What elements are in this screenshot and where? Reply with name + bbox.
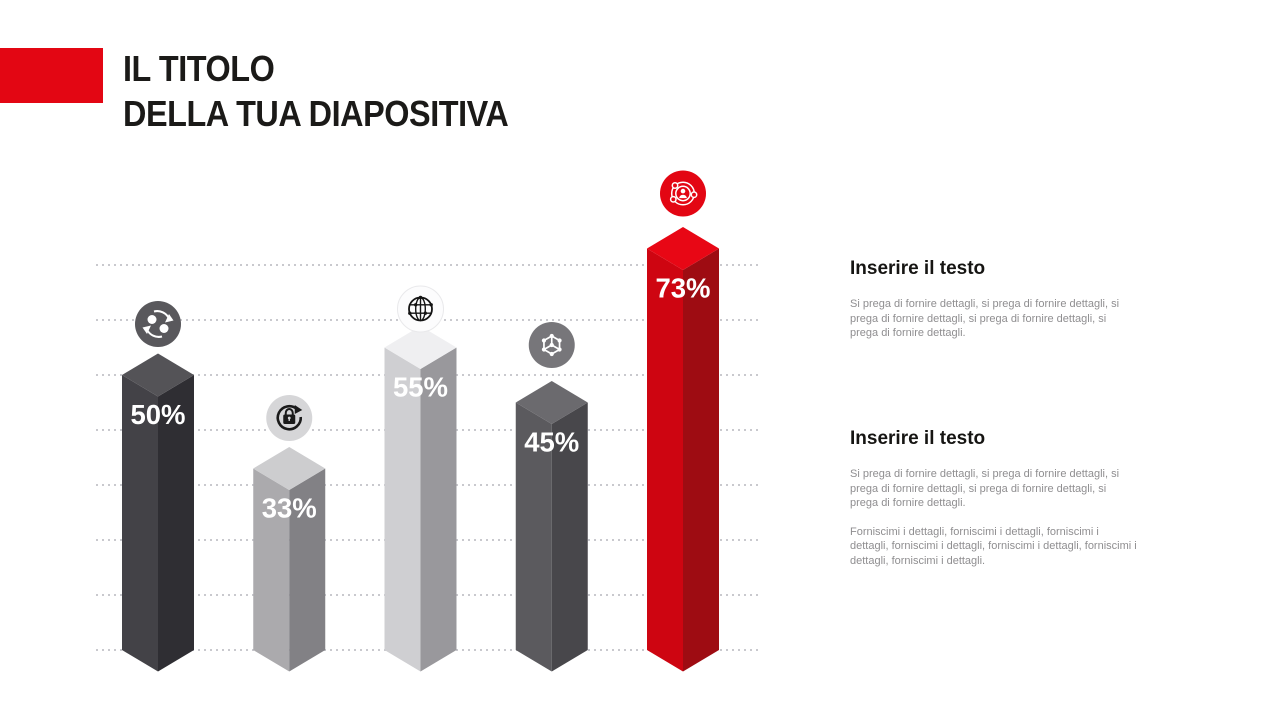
slide-title-line1: IL TITOLO <box>123 48 275 89</box>
user-network-icon <box>660 170 706 217</box>
network-nodes-icon <box>528 322 575 368</box>
conversation-sync-icon <box>135 301 181 347</box>
text-block-heading: Inserire il testo <box>850 428 986 449</box>
bar-column-45: 45% <box>515 381 588 672</box>
bar-column-73: 73% <box>647 227 719 672</box>
bar-value-label: 73% <box>655 273 710 304</box>
bar-value-label: 50% <box>130 399 185 430</box>
rotation-lock-icon <box>266 395 313 441</box>
bar-value-label: 55% <box>393 372 448 403</box>
slide-title-line2: DELLA TUA DIAPOSITIVA <box>123 93 509 134</box>
accent-red-block <box>0 48 103 103</box>
text-block-paragraph: Forniscimi i dettagli, forniscimi i dett… <box>850 525 1137 567</box>
bar-column-55: 55% <box>384 326 457 672</box>
slide-title: IL TITOLO DELLA TUA DIAPOSITIVA <box>123 46 509 136</box>
text-block-paragraph: Si prega di fornire dettagli, si prega d… <box>850 298 1120 339</box>
bar-value-label: 33% <box>262 493 317 524</box>
globe-icon <box>397 285 444 333</box>
text-block-2: Inserire il testo Si prega di fornire de… <box>850 428 1137 582</box>
bar-column-33: 33% <box>253 447 326 672</box>
text-block-heading: Inserire il testo <box>850 258 986 279</box>
bar-value-label: 45% <box>524 427 579 458</box>
bar-column-50: 50% <box>122 353 194 672</box>
text-block-paragraph: Si prega di fornire dettagli, si prega d… <box>850 468 1120 509</box>
text-block-1: Inserire il testo Si prega di fornire de… <box>850 258 1137 355</box>
